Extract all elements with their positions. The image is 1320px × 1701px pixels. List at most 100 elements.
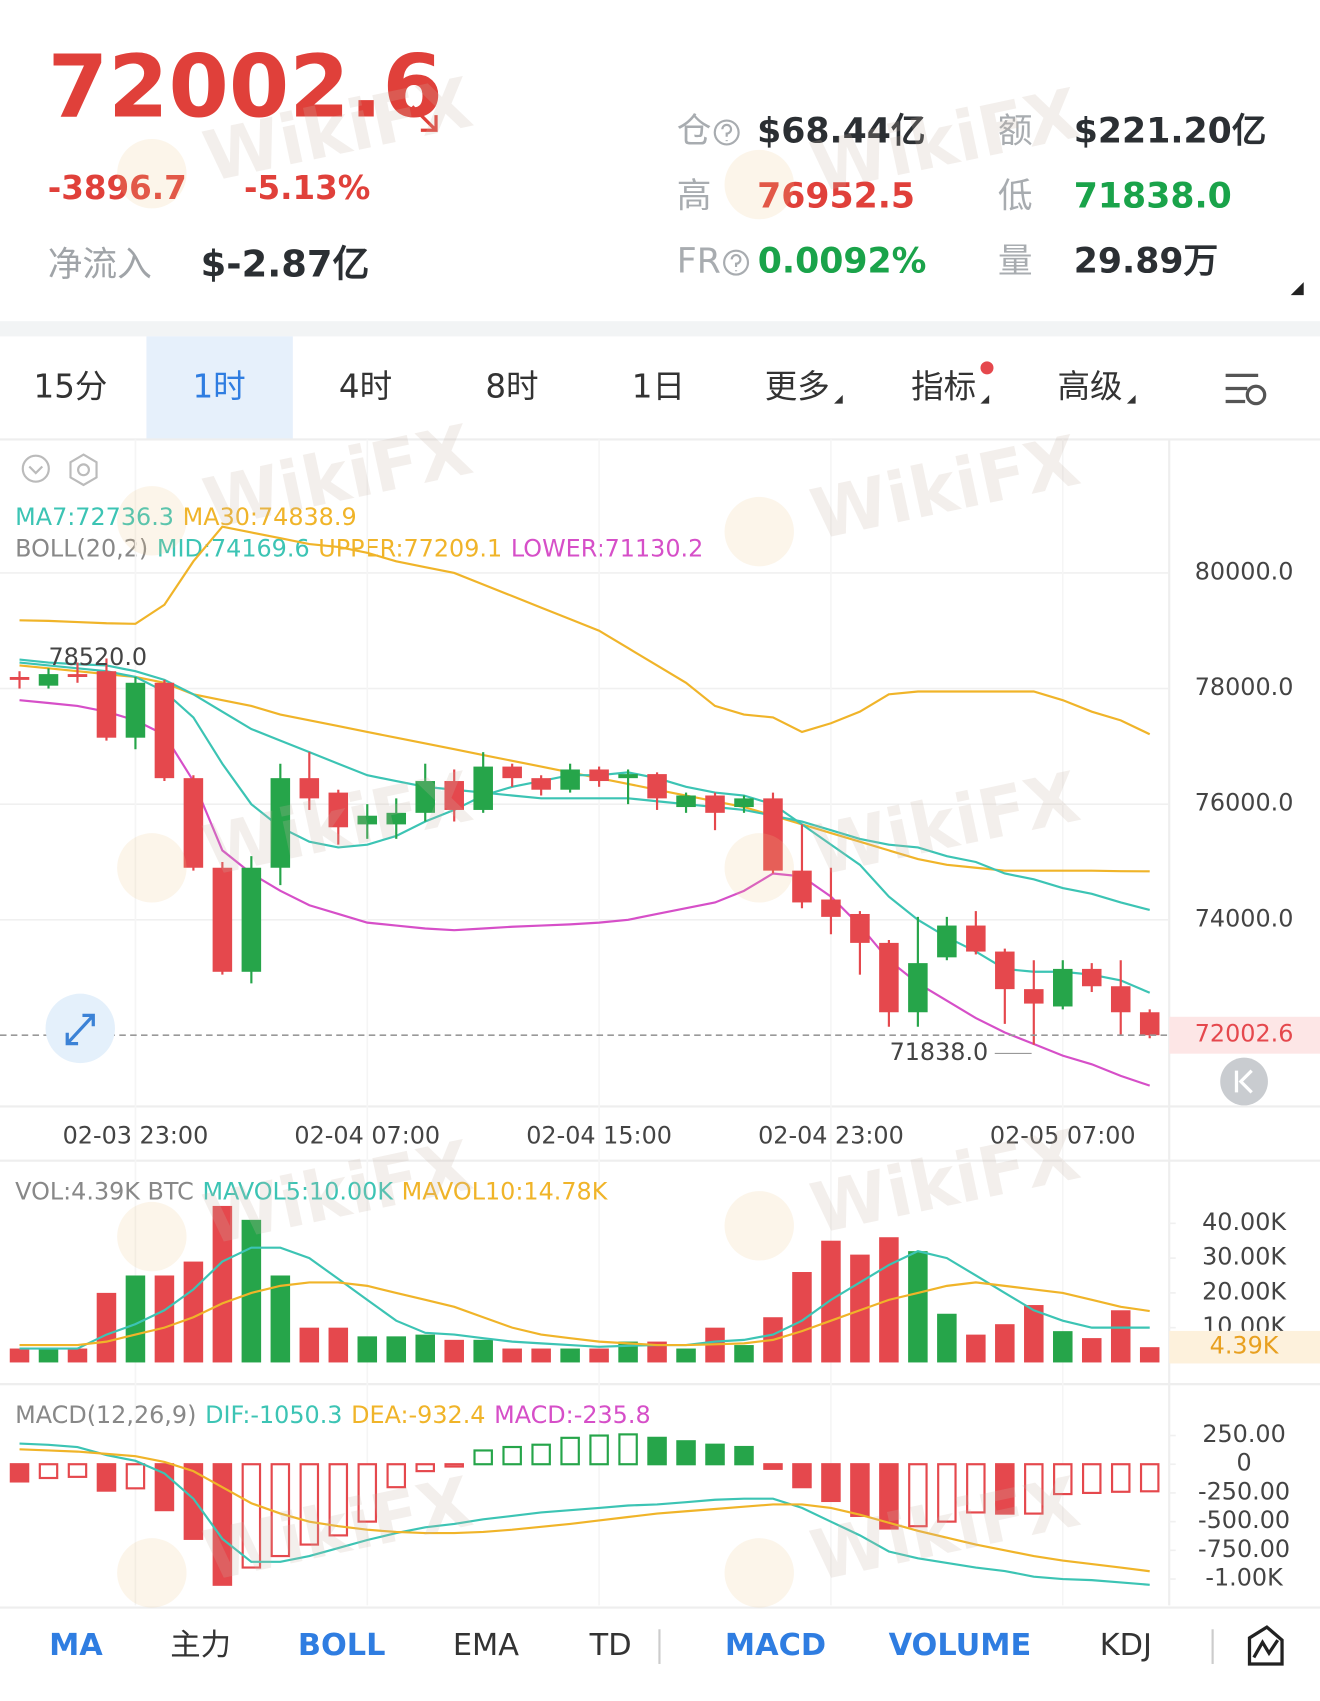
stat-label: 低 (998, 177, 1033, 217)
volume-bar (1081, 1338, 1102, 1363)
expand-corner[interactable] (1290, 282, 1304, 296)
candle-body (734, 798, 754, 808)
candle-body (647, 774, 667, 799)
help-icon[interactable] (723, 249, 750, 276)
help-glyph (721, 123, 733, 142)
candle-body (96, 671, 117, 738)
macd-bar (995, 1463, 1015, 1515)
volume-bar (241, 1219, 262, 1363)
last-price: 72002.6 (48, 36, 443, 137)
interval-tab[interactable]: 4时 (339, 367, 392, 405)
macd-bar (792, 1463, 812, 1489)
indicator-tab[interactable]: MA (49, 1628, 103, 1663)
indicator-tab[interactable]: TD (589, 1628, 632, 1663)
candle-body (9, 676, 30, 680)
volume-bar (531, 1348, 551, 1363)
interval-tab[interactable]: 15分 (34, 367, 108, 405)
volume-bar (270, 1275, 291, 1363)
volume-bar (38, 1348, 59, 1363)
watermark-logo (724, 1191, 794, 1261)
x-tick-label: 02-04 23:00 (758, 1121, 904, 1149)
candle-body (1053, 968, 1073, 1007)
indicator-line (19, 1448, 1150, 1573)
x-tick-label: 02-04 07:00 (294, 1121, 440, 1149)
macd-bar (618, 1433, 638, 1466)
volume-bar (1110, 1310, 1131, 1363)
y-tick-label: 250.00 (1202, 1420, 1286, 1448)
stat-label: 额 (998, 111, 1033, 151)
back-circle (1220, 1057, 1268, 1106)
x-tick-label: 02-03 23:00 (63, 1121, 209, 1149)
indicator-tab[interactable]: 主力 (170, 1628, 231, 1663)
volume-bar (1053, 1331, 1073, 1363)
interval-tab[interactable]: 1日 (632, 367, 685, 405)
collapse-icon[interactable] (21, 454, 50, 483)
settings-icon[interactable] (1225, 373, 1267, 406)
candle-body (357, 815, 378, 825)
interval-tab[interactable]: 指标 (911, 367, 976, 405)
macd-bar (299, 1463, 320, 1546)
help-icon[interactable] (713, 119, 740, 146)
indicator-tab[interactable]: KDJ (1100, 1628, 1152, 1663)
candle-body (705, 795, 725, 813)
interval-tab[interactable]: 8时 (485, 367, 538, 405)
active-tab-bg (146, 336, 293, 440)
settings-hex[interactable] (69, 453, 98, 487)
interval-tab[interactable]: 1时 (192, 367, 245, 405)
last-volume-tag (1169, 1330, 1320, 1364)
y-tick-label: 30.00K (1202, 1243, 1287, 1271)
volume-bar (96, 1292, 117, 1363)
indicator-line (19, 699, 1151, 1087)
macd-bar (734, 1445, 754, 1466)
macd-bar (647, 1436, 667, 1466)
indicator-legend: DEA:-932.4 (351, 1401, 485, 1429)
back-button[interactable] (1220, 1057, 1268, 1106)
candle-body (850, 913, 870, 943)
indicator-line (19, 525, 1151, 736)
volume-bar (676, 1348, 696, 1363)
candle-body (415, 781, 435, 813)
volume-bar (444, 1339, 464, 1363)
indicator-tab[interactable]: BOLL (298, 1628, 386, 1663)
dropdown-mark (980, 394, 990, 404)
volume-bar (502, 1348, 522, 1363)
y-tick-label: 76000.0 (1195, 789, 1294, 817)
volume-bar (299, 1327, 320, 1363)
candle-body (502, 766, 522, 779)
collapse-chevron (28, 465, 44, 475)
expand-button[interactable] (45, 993, 115, 1064)
settings-hex-dot (77, 463, 91, 477)
indicator-legend: MACD:-235.8 (494, 1401, 650, 1429)
y-tick-label: 0 (1236, 1449, 1251, 1477)
candle-body (154, 682, 175, 779)
volume-bar (908, 1251, 928, 1363)
watermark-logo (117, 833, 187, 903)
settings-lines (1225, 373, 1259, 404)
interval-tab[interactable]: 更多 (765, 367, 830, 405)
candle-body (386, 812, 407, 825)
indicator-tab[interactable]: EMA (453, 1628, 519, 1663)
macd-bar (821, 1463, 841, 1503)
volume-bar (850, 1254, 870, 1363)
candle-body (241, 867, 262, 972)
indicator-legend: DIF:-1050.3 (205, 1401, 342, 1429)
macd-bar (937, 1463, 957, 1523)
indicator-tab[interactable]: VOLUME (889, 1628, 1032, 1663)
candle-body (270, 778, 291, 868)
candle-body (38, 674, 59, 686)
indicator-tab[interactable]: MACD (725, 1628, 826, 1663)
macd-bar (125, 1463, 146, 1490)
macd-bar (96, 1463, 117, 1492)
volume-bar (67, 1348, 88, 1363)
macd-bar (241, 1463, 262, 1569)
interval-tab[interactable]: 高级 (1058, 367, 1123, 405)
macd-bar (38, 1463, 59, 1480)
help-glyph (730, 253, 742, 272)
macd-bar (270, 1463, 291, 1558)
candle-body (676, 795, 696, 808)
stat-value: 71838.0 (1074, 177, 1232, 217)
draw-tool-icon[interactable] (1247, 1625, 1284, 1666)
macd-bar (879, 1463, 899, 1530)
macd-bar (1053, 1463, 1073, 1496)
